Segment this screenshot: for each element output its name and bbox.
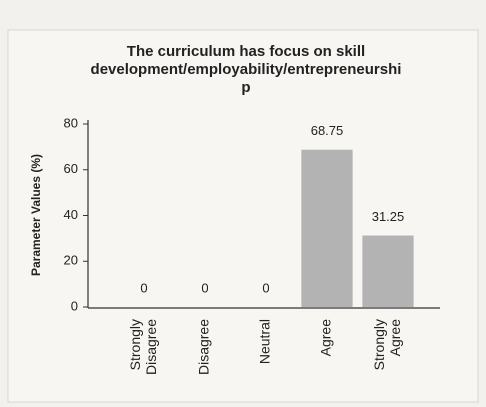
y-tick-label: 20 [64,253,78,268]
x-tick-label: Strongly Agree [371,319,403,371]
x-tick-label: Neutral [257,319,273,364]
chart-title: development/employability/entrepreneursh… [91,61,402,78]
value-label: 31.25 [372,209,405,224]
x-tick-label: Disagree [196,319,212,375]
value-label: 0 [262,280,269,295]
value-label: 0 [201,280,208,295]
y-tick-label: 0 [71,298,78,313]
x-tick-label: Agree [318,319,334,357]
y-tick-label: 40 [64,207,78,222]
chart-title: p [241,79,250,96]
value-label: 68.75 [311,123,344,138]
y-tick-label: 60 [64,161,78,176]
bar [362,235,414,307]
value-label: 0 [140,280,147,295]
chart-title: The curriculum has focus on skill [127,43,365,60]
bar [301,149,353,307]
y-tick-label: 80 [64,115,78,130]
y-axis-label: Parameter Values (%) [29,154,43,276]
x-tick-label: Strongly Disagree [127,319,159,379]
